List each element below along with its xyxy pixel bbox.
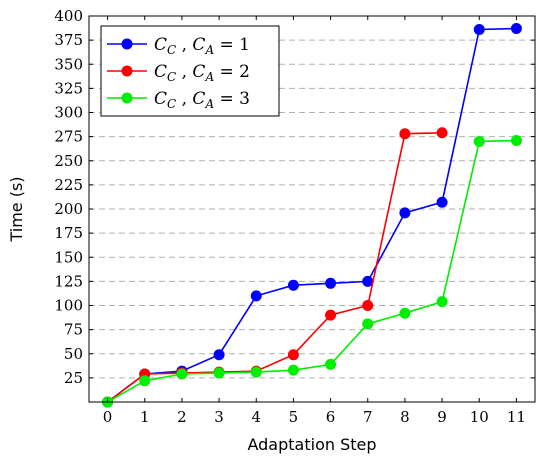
data-point <box>362 300 374 311</box>
series-2 <box>102 127 448 408</box>
legend-swatch-marker <box>121 38 133 50</box>
x-tick-label: 9 <box>437 408 447 426</box>
y-tick-label: 50 <box>64 345 83 363</box>
y-tick-label: 275 <box>54 128 83 146</box>
x-tick-label: 1 <box>140 408 150 426</box>
legend: CC , CA = 1 CC , CA = 2 CC , CA = 3 <box>100 25 280 117</box>
x-tick-label: 3 <box>214 408 224 426</box>
y-tick-label: 300 <box>54 104 83 122</box>
data-point <box>325 358 337 370</box>
legend-label: CC , CA = 1 <box>154 35 250 57</box>
data-point <box>250 290 262 302</box>
x-tick-label: 0 <box>103 408 113 426</box>
data-point <box>473 24 485 36</box>
legend-item: CC , CA = 3 <box>107 89 250 111</box>
y-tick-label: 225 <box>54 176 83 194</box>
series-layer <box>102 23 522 408</box>
data-point <box>325 277 337 289</box>
data-point <box>510 23 522 35</box>
y-tick-label: 350 <box>54 55 83 73</box>
legend-swatch-marker <box>121 65 133 77</box>
y-tick-label: 125 <box>54 272 83 290</box>
data-point <box>213 367 225 379</box>
data-point <box>436 196 448 208</box>
y-axis-label: Time (s) <box>7 176 26 242</box>
data-point <box>287 349 299 361</box>
data-point <box>176 368 188 380</box>
legend-item: CC , CA = 1 <box>107 35 250 57</box>
data-point <box>510 134 522 146</box>
series-line <box>107 27 517 403</box>
x-tick-label: 6 <box>326 408 336 426</box>
legend-label: CC , CA = 2 <box>154 62 250 84</box>
data-point <box>362 318 374 330</box>
y-tick-label: 200 <box>54 200 83 218</box>
y-tick-label: 325 <box>54 79 83 97</box>
data-point <box>139 375 151 387</box>
x-tick-label: 11 <box>507 408 526 426</box>
y-tick-label: 250 <box>54 152 83 170</box>
data-point <box>325 309 337 321</box>
data-point <box>250 366 262 378</box>
axis-ticks: 2550751001251501752002252502753003253503… <box>54 7 535 426</box>
data-point <box>473 135 485 147</box>
x-tick-label: 10 <box>470 408 489 426</box>
data-point <box>213 349 225 361</box>
y-tick-label: 375 <box>54 31 83 49</box>
x-axis-label: Adaptation Step <box>247 435 376 454</box>
data-point <box>399 307 411 319</box>
series-line <box>107 139 517 403</box>
x-tick-label: 8 <box>400 408 410 426</box>
data-point <box>287 279 299 291</box>
y-tick-label: 175 <box>54 224 83 242</box>
data-point <box>436 296 448 308</box>
series-line <box>107 132 443 403</box>
x-tick-label: 2 <box>177 408 187 426</box>
y-tick-label: 400 <box>54 7 83 25</box>
data-point <box>399 207 411 219</box>
data-point <box>399 128 411 140</box>
legend-label: CC , CA = 3 <box>154 89 250 111</box>
series-3 <box>102 134 522 408</box>
legend-item: CC , CA = 2 <box>107 62 250 84</box>
y-tick-label: 75 <box>64 321 83 339</box>
y-tick-label: 25 <box>64 369 83 387</box>
x-tick-label: 5 <box>289 408 299 426</box>
legend-swatch-marker <box>121 92 133 104</box>
data-point <box>436 127 448 139</box>
x-tick-label: 4 <box>251 408 261 426</box>
y-tick-label: 100 <box>54 297 83 315</box>
x-tick-label: 7 <box>363 408 373 426</box>
data-point <box>362 275 374 287</box>
y-tick-label: 150 <box>54 248 83 266</box>
data-point <box>287 364 299 376</box>
